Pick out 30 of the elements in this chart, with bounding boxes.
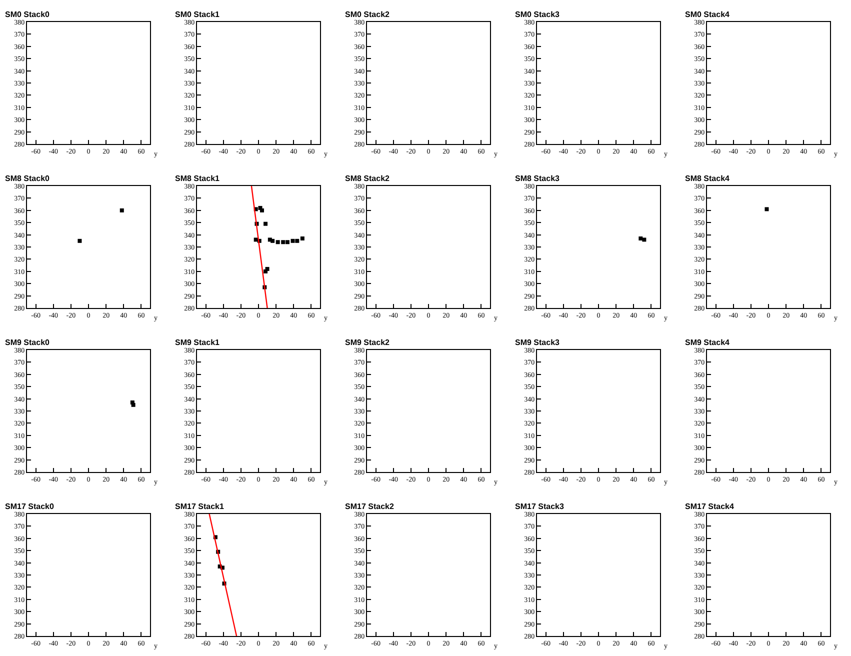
point [300, 236, 304, 240]
chart-title: SM17 Stack4 [685, 502, 734, 512]
point [295, 238, 300, 243]
chart-title: SM8 Stack1 [175, 174, 220, 184]
point [285, 240, 290, 244]
chart-title: SM17 Stack1 [175, 502, 224, 512]
chart-title: SM0 Stack1 [175, 10, 220, 20]
point [276, 240, 280, 244]
chart-title: SM17 Stack2 [345, 502, 394, 512]
chart-title: SM8 Stack2 [345, 174, 390, 184]
point [265, 266, 270, 271]
chart-title: SM9 Stack2 [345, 338, 390, 348]
chart-title: SM9 Stack3 [515, 338, 560, 348]
point [270, 238, 275, 243]
chart-title: SM0 Stack3 [515, 10, 560, 20]
chart-title: SM0 Stack4 [685, 10, 730, 20]
chart-title: SM0 Stack0 [5, 10, 50, 20]
chart-title: SM9 Stack4 [685, 338, 730, 348]
chart-title: SM17 Stack0 [5, 502, 54, 512]
point [290, 238, 295, 243]
point [281, 240, 286, 244]
chart-title: SM8 Stack3 [515, 174, 560, 184]
chart-title: SM9 Stack1 [175, 338, 220, 348]
point [260, 208, 264, 212]
point [264, 222, 268, 226]
chart-title: SM17 Stack3 [515, 502, 564, 512]
chart-title: SM9 Stack0 [5, 338, 50, 348]
chart-title: SM8 Stack4 [685, 174, 730, 184]
chart-title: SM0 Stack2 [345, 10, 390, 20]
chart-title: SM8 Stack0 [5, 174, 50, 184]
